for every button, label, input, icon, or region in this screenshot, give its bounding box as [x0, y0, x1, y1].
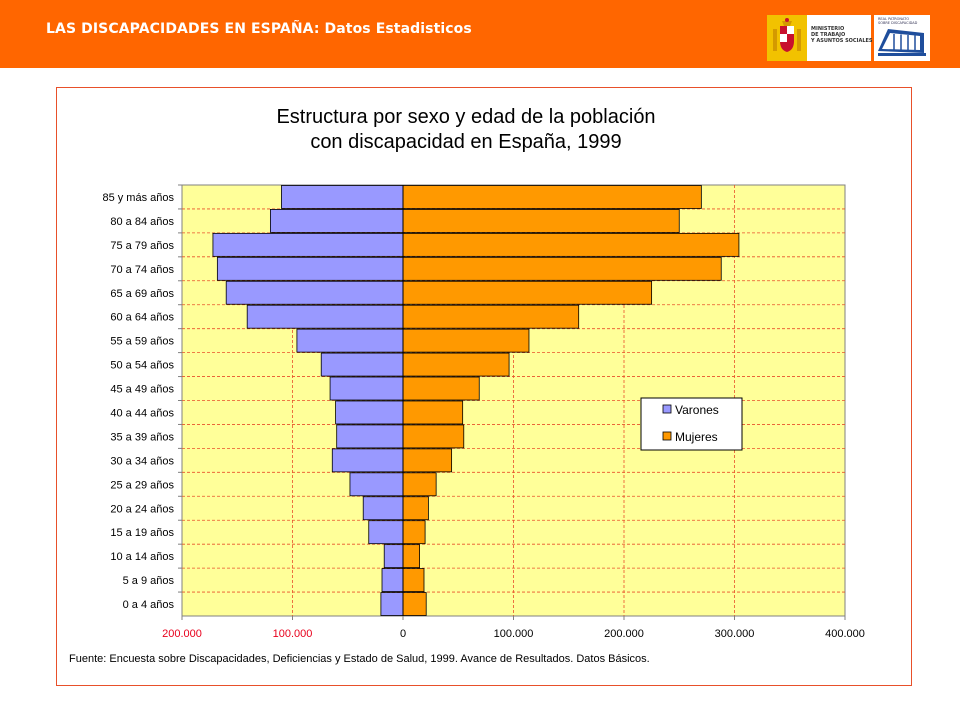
ministry-logo-text: MINISTERIO DE TRABAJO Y ASUNTOS SOCIALES [811, 26, 873, 44]
bar-mujeres [402, 185, 702, 209]
bar-mujeres [402, 256, 722, 281]
legend-box [640, 397, 743, 451]
y-tick-label: 85 y más años [102, 192, 174, 204]
bar-varones [349, 472, 404, 497]
chart-title-line-2: con discapacidad en España, 1999 [310, 131, 622, 153]
bar-mujeres [402, 520, 426, 545]
y-tick-label: 20 a 24 años [110, 503, 174, 515]
y-tick-label: 50 a 54 años [110, 360, 174, 372]
bar-mujeres [402, 304, 580, 329]
y-tick-label: 75 a 79 años [110, 240, 174, 252]
bar-varones [381, 568, 404, 592]
legend-label-mujeres: Mujeres [675, 430, 718, 444]
institute-logo: REAL PATRONATO SOBRE DISCAPACIDAD [874, 15, 930, 61]
y-tick-label: 45 a 49 años [110, 384, 174, 396]
bar-mujeres [402, 496, 429, 521]
y-tick-label: 35 a 39 años [110, 431, 174, 443]
bar-varones [335, 400, 404, 425]
bar-varones [212, 232, 404, 257]
bar-varones [329, 376, 404, 401]
bar-varones [281, 185, 404, 209]
bar-mujeres [402, 592, 427, 616]
y-tick-label: 5 a 9 años [123, 575, 175, 587]
bar-varones [368, 520, 404, 545]
bar-varones [383, 544, 404, 569]
y-tick-label: 25 a 29 años [110, 479, 174, 491]
bar-mujeres [402, 328, 530, 353]
chart-title-line-1: Estructura por sexo y edad de la poblaci… [276, 106, 656, 128]
y-tick-label: 30 a 34 años [110, 455, 174, 467]
legend-swatch-mujeres [662, 431, 672, 441]
bar-varones [380, 592, 404, 616]
institute-logo-text: REAL PATRONATO SOBRE DISCAPACIDAD [878, 17, 918, 25]
y-tick-label: 10 a 14 años [110, 551, 174, 563]
source-note: Fuente: Encuesta sobre Discapacidades, D… [69, 653, 650, 665]
bar-varones [269, 209, 404, 233]
y-tick-label: 60 a 64 años [110, 312, 174, 324]
bar-mujeres [402, 209, 680, 233]
bar-mujeres [402, 544, 420, 569]
x-tick-label: 200.000 [162, 628, 202, 640]
y-tick-label: 55 a 59 años [110, 336, 174, 348]
bar-mujeres [402, 424, 465, 449]
bar-mujeres [402, 352, 510, 377]
x-tick-label: 200.000 [604, 628, 644, 640]
x-tick-label: 100.000 [273, 628, 313, 640]
bar-mujeres [402, 232, 740, 257]
page-title: LAS DISCAPACIDADES EN ESPAÑA: Datos Esta… [46, 21, 472, 37]
bar-varones [225, 280, 404, 305]
y-tick-label: 80 a 84 años [110, 216, 174, 228]
bar-mujeres [402, 376, 480, 401]
chart-frame [56, 87, 912, 686]
bar-mujeres [402, 472, 437, 497]
legend-label-varones: Varones [675, 403, 719, 417]
y-tick-label: 15 a 19 años [110, 527, 174, 539]
x-tick-label: 300.000 [715, 628, 755, 640]
y-tick-label: 40 a 44 años [110, 407, 174, 419]
bar-varones [296, 328, 404, 353]
bar-varones [336, 424, 404, 449]
bar-varones [246, 304, 404, 329]
legend-swatch-varones [662, 404, 672, 414]
y-tick-label: 65 a 69 años [110, 288, 174, 300]
y-tick-label: 0 a 4 años [123, 599, 175, 611]
coat-of-arms-icon [767, 15, 807, 61]
x-tick-label: 100.000 [494, 628, 534, 640]
y-tick-label: 70 a 74 años [110, 264, 174, 276]
bar-varones [331, 448, 404, 473]
bar-varones [362, 496, 404, 521]
bar-mujeres [402, 448, 453, 473]
header-bar: LAS DISCAPACIDADES EN ESPAÑA: Datos Esta… [0, 0, 960, 68]
building-icon [878, 29, 926, 56]
bar-varones [216, 256, 404, 281]
chart-title: Estructura por sexo y edad de la poblaci… [0, 105, 932, 155]
bar-mujeres [402, 568, 425, 592]
ministry-logo: MINISTERIO DE TRABAJO Y ASUNTOS SOCIALES [767, 15, 873, 61]
bar-mujeres [402, 280, 653, 305]
bar-mujeres [402, 400, 464, 425]
x-tick-label: 0 [400, 628, 406, 640]
x-tick-label: 400.000 [825, 628, 865, 640]
bar-varones [320, 352, 404, 377]
